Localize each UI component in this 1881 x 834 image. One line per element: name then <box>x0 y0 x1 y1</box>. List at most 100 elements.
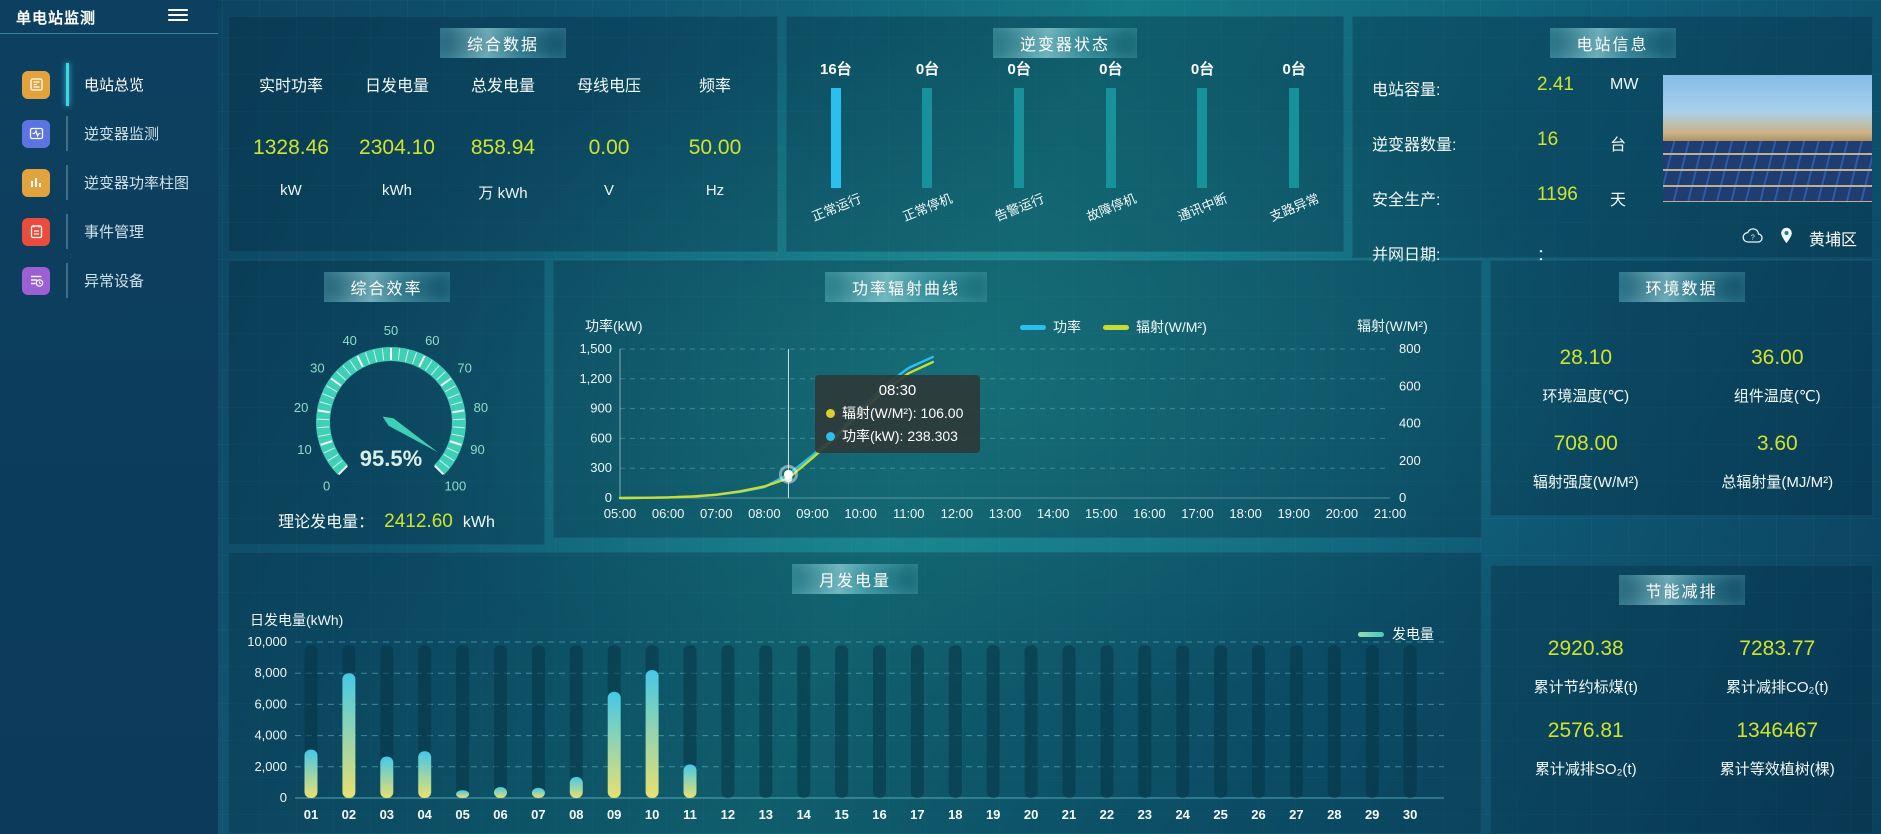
metric-label: 频率 <box>698 78 731 95</box>
svg-text:4,000: 4,000 <box>254 728 287 743</box>
bar-chart-legend[interactable]: 发电量 <box>1358 624 1434 644</box>
svg-text:09:00: 09:00 <box>796 506 829 521</box>
svg-text:01: 01 <box>304 807 318 822</box>
sidebar-header: 单电站监测 <box>0 0 218 34</box>
inverter-count: 0台 <box>915 61 940 78</box>
stat-label: 组件温度(℃) <box>1733 388 1821 405</box>
svg-text:03: 03 <box>380 807 394 822</box>
svg-text:20: 20 <box>294 400 308 415</box>
svg-text:11: 11 <box>683 807 697 822</box>
tooltip-series-dot <box>826 408 835 418</box>
svg-text:95.5%: 95.5% <box>360 446 422 471</box>
stat-value: 2576.81 <box>1547 719 1624 742</box>
sidebar: 单电站监测 电站总览 逆变器监测逆变器功率柱图事件管理异常设备 <box>0 0 218 834</box>
svg-text:14: 14 <box>796 807 811 822</box>
svg-text:60: 60 <box>425 333 439 348</box>
sidebar-item-abnormal-devices[interactable]: 异常设备 <box>0 256 218 305</box>
stat-value: 1346467 <box>1736 719 1819 742</box>
station-info-row: 并网日期: ： <box>1372 233 1672 288</box>
metric-value: 858.94 <box>470 136 536 159</box>
svg-text:0: 0 <box>280 790 287 805</box>
stat-label: 累计减排SO₂(t) <box>1534 761 1637 778</box>
station-row-value: 1196 <box>1537 184 1578 205</box>
sidebar-item-overview[interactable]: 电站总览 <box>0 60 218 109</box>
tooltip-text: 辐射(W/M²): 106.00 <box>842 405 964 421</box>
sidebar-item-inverter-monitor[interactable]: 逆变器监测 <box>0 109 218 158</box>
legend-item[interactable]: 辐射(W/M²) <box>1103 317 1207 337</box>
tooltip-text: 功率(kW): 238.303 <box>842 428 958 444</box>
energy-saving-title: 节能减排 <box>1618 575 1745 605</box>
inverter-monitor-icon <box>22 119 50 148</box>
station-info-rows: 电站容量: 2.41 MW 逆变器数量: 16 台安全生产: 1196 天并网日期: ： <box>1372 68 1672 288</box>
stat-metric: 36.00 组件温度(℃) <box>1682 346 1874 406</box>
stat-label: 总辐射量(MJ/M²) <box>1721 474 1834 491</box>
svg-text:?: ? <box>1751 234 1755 241</box>
station-row-value: ： <box>1537 247 1554 264</box>
metric-unit: kW <box>280 182 302 199</box>
svg-text:100: 100 <box>444 478 466 493</box>
svg-text:17: 17 <box>910 807 924 822</box>
svg-text:90: 90 <box>470 442 484 457</box>
svg-text:0: 0 <box>605 490 612 505</box>
svg-text:18: 18 <box>948 807 962 822</box>
energy-saving-panel: 节能减排 2920.38 累计节约标煤(t) 7283.77 累计减排CO₂(t) 25… <box>1490 565 1873 834</box>
chart-tooltip: 08:30 辐射(W/M²): 106.00 功率(kW): 238.303 <box>815 375 980 453</box>
sidebar-item-accent <box>66 214 68 249</box>
svg-text:800: 800 <box>1399 341 1421 356</box>
stat-label: 辐射强度(W/M²) <box>1532 474 1639 491</box>
metric-unit: kWh <box>382 182 412 199</box>
inverter-status-label: 支路异常 <box>1267 190 1322 225</box>
station-photo <box>1663 75 1872 202</box>
line-chart-legend: 功率 辐射(W/M²) <box>1020 317 1221 337</box>
svg-text:600: 600 <box>590 430 612 445</box>
svg-text:300: 300 <box>590 460 612 475</box>
svg-text:6,000: 6,000 <box>254 696 287 711</box>
station-location: 黄埔区 <box>1808 232 1857 249</box>
svg-text:09: 09 <box>607 807 621 822</box>
metric-value: 2304.10 <box>359 136 435 159</box>
inverter-count: 0台 <box>1007 61 1031 78</box>
sidebar-item-accent <box>66 63 69 106</box>
inverter-status-bar <box>1105 88 1116 188</box>
theory-label: 理论发电量： <box>278 514 375 531</box>
inverter-status-panel: 逆变器状态 16台 正常运行 0台 正常停机 0台 告警运行 0台 故障停机 0台 通讯中断 0台支… <box>786 16 1344 252</box>
tooltip-time: 08:30 <box>878 382 917 399</box>
svg-text:13:00: 13:00 <box>989 506 1022 521</box>
svg-text:10,000: 10,000 <box>247 634 287 649</box>
event-management-icon <box>22 217 50 246</box>
sidebar-item-label: 逆变器功率柱图 <box>84 175 190 192</box>
stat-value: 708.00 <box>1553 432 1618 455</box>
svg-text:70: 70 <box>457 361 471 376</box>
station-info-row: 安全生产: 1196 天 <box>1372 178 1672 233</box>
location-pin-icon[interactable] <box>1780 227 1793 249</box>
inverter-count: 16台 <box>819 61 852 78</box>
energy-saving-metrics: 2920.38 累计节约标煤(t) 7283.77 累计减排CO₂(t) 2576.81… <box>1490 637 1873 779</box>
environment-metrics: 28.10 环境温度(℃) 36.00 组件温度(℃) 708.00 辐射强度(W/M²)… <box>1490 346 1873 492</box>
svg-text:08: 08 <box>569 807 583 822</box>
stat-value: 2920.38 <box>1547 637 1624 660</box>
stat-metric: 2920.38 累计节约标煤(t) <box>1490 637 1682 697</box>
svg-text:13: 13 <box>759 807 773 822</box>
summary-panel: 综合数据 实时功率 1328.46 kW 日发电量 2304.10 kWh 总发电量 858.… <box>228 16 778 252</box>
svg-text:0: 0 <box>323 478 330 493</box>
station-row-label: 电站容量: <box>1372 82 1441 99</box>
sidebar-item-accent <box>66 263 68 298</box>
summary-metric: 母线电压 0.00 V <box>556 72 662 203</box>
svg-text:900: 900 <box>590 401 612 416</box>
sidebar-item-inverter-power-bars[interactable]: 逆变器功率柱图 <box>0 158 218 207</box>
inverter-status-item: 0台 正常停机 <box>882 16 974 224</box>
inverter-status-bar <box>1014 88 1025 188</box>
station-info-title: 电站信息 <box>1549 28 1676 58</box>
theory-value: 2412.60 <box>384 511 453 532</box>
weather-cloud-icon[interactable]: ? <box>1742 227 1764 249</box>
menu-icon[interactable] <box>168 6 188 24</box>
sidebar-item-label: 异常设备 <box>84 273 145 290</box>
svg-text:21: 21 <box>1062 807 1076 822</box>
efficiency-title: 综合效率 <box>323 272 450 302</box>
sidebar-item-event-management[interactable]: 事件管理 <box>0 207 218 256</box>
legend-item[interactable]: 功率 <box>1020 317 1081 337</box>
svg-text:21:00: 21:00 <box>1374 506 1407 521</box>
svg-text:02: 02 <box>342 807 356 822</box>
svg-text:80: 80 <box>474 400 488 415</box>
metric-label: 日发电量 <box>364 78 429 95</box>
